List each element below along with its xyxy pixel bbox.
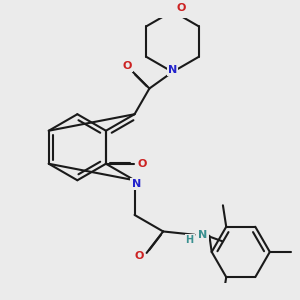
Text: O: O [135, 251, 144, 261]
Text: N: N [132, 179, 141, 189]
Text: N: N [198, 230, 207, 240]
Text: O: O [122, 61, 132, 71]
Text: O: O [138, 159, 147, 169]
Text: N: N [168, 65, 177, 75]
Text: O: O [176, 3, 185, 13]
Text: H: H [185, 235, 194, 245]
